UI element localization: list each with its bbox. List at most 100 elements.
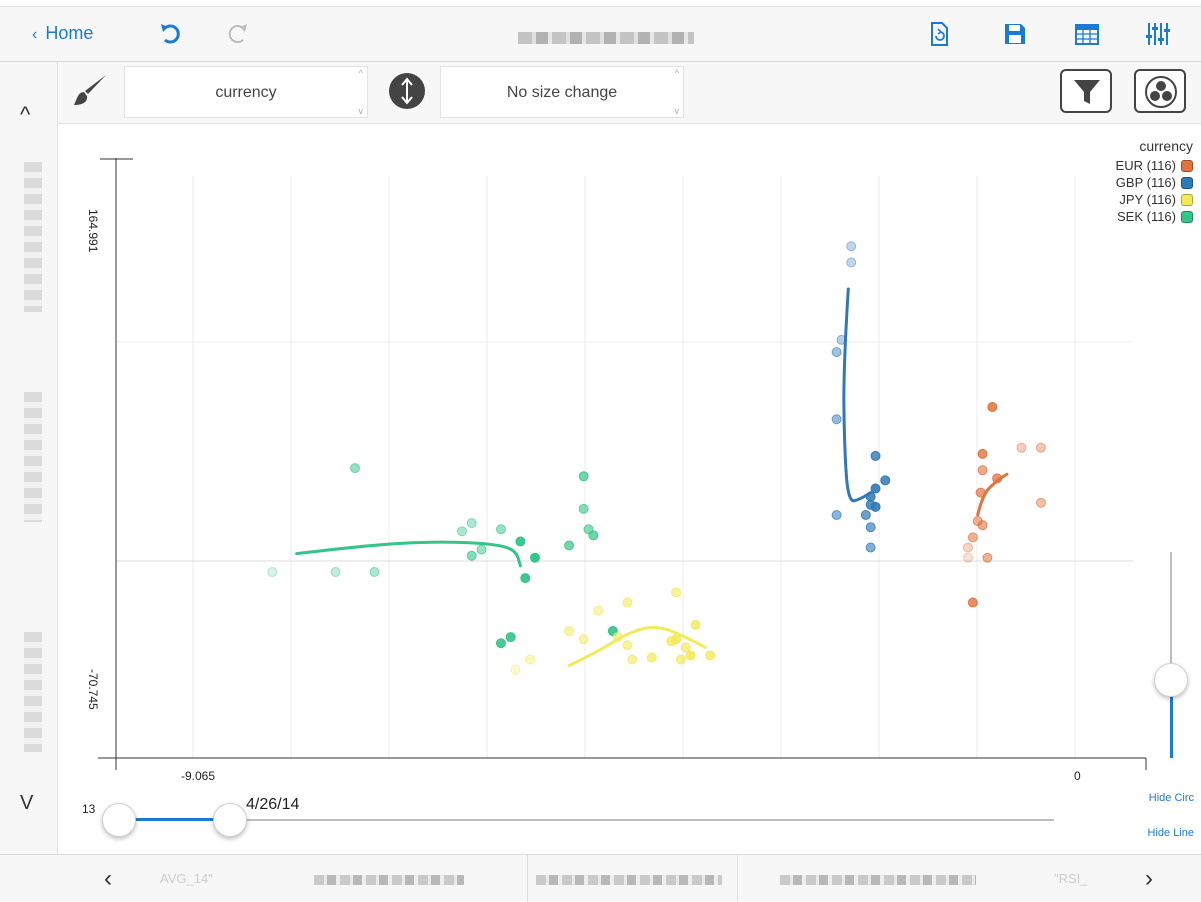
data-point-jpy[interactable] bbox=[578, 634, 589, 645]
data-point-jpy[interactable] bbox=[627, 654, 638, 665]
data-point-gbp[interactable] bbox=[865, 491, 876, 502]
data-point-eur[interactable] bbox=[982, 552, 993, 563]
data-point-gbp[interactable] bbox=[836, 334, 847, 345]
redo-icon[interactable] bbox=[224, 21, 250, 47]
filter-button[interactable] bbox=[1060, 69, 1112, 113]
data-point-sek[interactable] bbox=[267, 566, 278, 577]
legend-item-gbp[interactable]: GBP (116) bbox=[1116, 174, 1193, 191]
data-point-sek[interactable] bbox=[578, 503, 589, 514]
data-point-sek[interactable] bbox=[578, 471, 589, 482]
data-point-eur[interactable] bbox=[1035, 442, 1046, 453]
rail-label-redacted[interactable] bbox=[24, 632, 42, 752]
data-point-gbp[interactable] bbox=[831, 347, 842, 358]
data-point-sek[interactable] bbox=[495, 638, 506, 649]
data-point-sek[interactable] bbox=[330, 566, 341, 577]
data-point-jpy[interactable] bbox=[690, 619, 701, 630]
data-point-jpy[interactable] bbox=[680, 642, 691, 653]
data-point-eur[interactable] bbox=[977, 448, 988, 459]
legend-item-sek[interactable]: SEK (116) bbox=[1116, 208, 1193, 225]
data-point-sek[interactable] bbox=[457, 526, 468, 537]
data-point-eur[interactable] bbox=[987, 402, 998, 413]
vertical-slider-knob[interactable] bbox=[1154, 663, 1188, 697]
data-point-gbp[interactable] bbox=[865, 542, 876, 553]
time-slider-start-knob[interactable] bbox=[102, 803, 136, 837]
data-point-gbp[interactable] bbox=[846, 257, 857, 268]
data-point-eur[interactable] bbox=[975, 487, 986, 498]
next-tab-arrow[interactable]: › bbox=[1145, 865, 1153, 892]
data-point-eur[interactable] bbox=[992, 473, 1003, 484]
data-point-gbp[interactable] bbox=[865, 522, 876, 533]
rail-down-arrow[interactable]: V bbox=[20, 792, 34, 814]
data-point-eur[interactable] bbox=[967, 597, 978, 608]
data-point-sek[interactable] bbox=[350, 463, 360, 474]
data-point-jpy[interactable] bbox=[525, 654, 536, 665]
data-point-jpy[interactable] bbox=[705, 650, 716, 661]
prev-tab-arrow[interactable]: ‹ bbox=[104, 865, 112, 892]
data-point-jpy[interactable] bbox=[612, 632, 623, 643]
bottom-tab-1[interactable]: AVG_14" bbox=[160, 871, 213, 886]
data-point-eur[interactable] bbox=[962, 552, 973, 563]
hide-lines-link[interactable]: Hide Line bbox=[1147, 827, 1194, 839]
data-point-sek[interactable] bbox=[530, 552, 540, 563]
data-point-gbp[interactable] bbox=[870, 450, 881, 461]
bottom-tab-bar: ‹ AVG_14" "RSI_ › bbox=[0, 854, 1201, 902]
size-by-select[interactable]: No size change ^ v bbox=[440, 66, 684, 118]
bottom-tab-4[interactable] bbox=[780, 855, 976, 902]
data-point-gbp[interactable] bbox=[880, 475, 891, 486]
data-point-eur[interactable] bbox=[972, 516, 983, 527]
data-point-jpy[interactable] bbox=[671, 634, 682, 645]
data-point-sek[interactable] bbox=[495, 524, 506, 535]
data-point-eur[interactable] bbox=[962, 542, 973, 553]
data-point-sek[interactable] bbox=[515, 536, 526, 547]
data-point-jpy[interactable] bbox=[671, 587, 682, 598]
data-point-jpy[interactable] bbox=[564, 626, 575, 637]
rail-label-redacted[interactable] bbox=[24, 162, 42, 312]
vertical-slider-track[interactable] bbox=[1170, 552, 1172, 758]
data-point-sek[interactable] bbox=[583, 524, 594, 535]
bottom-tab-2[interactable] bbox=[314, 855, 464, 902]
data-point-sek[interactable] bbox=[466, 518, 477, 529]
data-point-jpy[interactable] bbox=[646, 652, 657, 663]
data-point-sek[interactable] bbox=[564, 540, 575, 551]
data-point-gbp[interactable] bbox=[860, 509, 871, 520]
legend-item-eur[interactable]: EUR (116) bbox=[1116, 157, 1193, 174]
undo-icon[interactable] bbox=[158, 21, 184, 47]
legend-item-jpy[interactable]: JPY (116) bbox=[1116, 191, 1193, 208]
home-button[interactable]: ‹ Home bbox=[32, 23, 93, 44]
group-button[interactable] bbox=[1134, 69, 1186, 113]
data-point-sek[interactable] bbox=[466, 550, 477, 561]
data-point-gbp[interactable] bbox=[846, 241, 857, 252]
data-point-eur[interactable] bbox=[1035, 497, 1046, 508]
table-icon[interactable] bbox=[1074, 21, 1100, 47]
data-point-jpy[interactable] bbox=[622, 597, 633, 608]
data-point-jpy[interactable] bbox=[685, 650, 696, 661]
data-point-gbp[interactable] bbox=[870, 483, 881, 494]
rail-label-redacted[interactable] bbox=[24, 392, 42, 522]
data-point-sek[interactable] bbox=[476, 544, 487, 555]
data-point-jpy[interactable] bbox=[622, 640, 633, 651]
data-point-eur[interactable] bbox=[977, 465, 988, 476]
bottom-tab-5[interactable]: "RSI_ bbox=[1054, 871, 1088, 886]
data-point-gbp[interactable] bbox=[870, 501, 881, 512]
data-point-jpy[interactable] bbox=[510, 664, 521, 675]
data-point-jpy[interactable] bbox=[593, 605, 604, 616]
save-icon[interactable] bbox=[1002, 21, 1028, 47]
data-point-jpy[interactable] bbox=[675, 654, 686, 665]
time-slider-current-knob[interactable] bbox=[213, 803, 247, 837]
resize-vertical-icon[interactable] bbox=[388, 72, 426, 110]
refresh-document-icon[interactable] bbox=[926, 21, 952, 47]
color-by-select[interactable]: currency ^ v bbox=[124, 66, 368, 118]
bottom-tab-3[interactable] bbox=[536, 855, 722, 902]
data-point-sek[interactable] bbox=[520, 573, 531, 584]
rail-up-arrow[interactable]: ^ bbox=[20, 102, 31, 127]
data-point-eur[interactable] bbox=[967, 532, 978, 543]
sliders-icon[interactable] bbox=[1145, 21, 1171, 47]
data-point-gbp[interactable] bbox=[831, 414, 842, 425]
data-point-gbp[interactable] bbox=[831, 509, 842, 520]
data-point-sek[interactable] bbox=[505, 632, 516, 643]
bubble-chart[interactable]: 164.991 -70.745 -9.065 0 bbox=[58, 124, 1201, 799]
data-point-sek[interactable] bbox=[369, 566, 380, 577]
data-point-eur[interactable] bbox=[1016, 442, 1027, 453]
hide-circles-link[interactable]: Hide Circ bbox=[1148, 792, 1194, 804]
time-slider-track[interactable] bbox=[118, 819, 1054, 821]
